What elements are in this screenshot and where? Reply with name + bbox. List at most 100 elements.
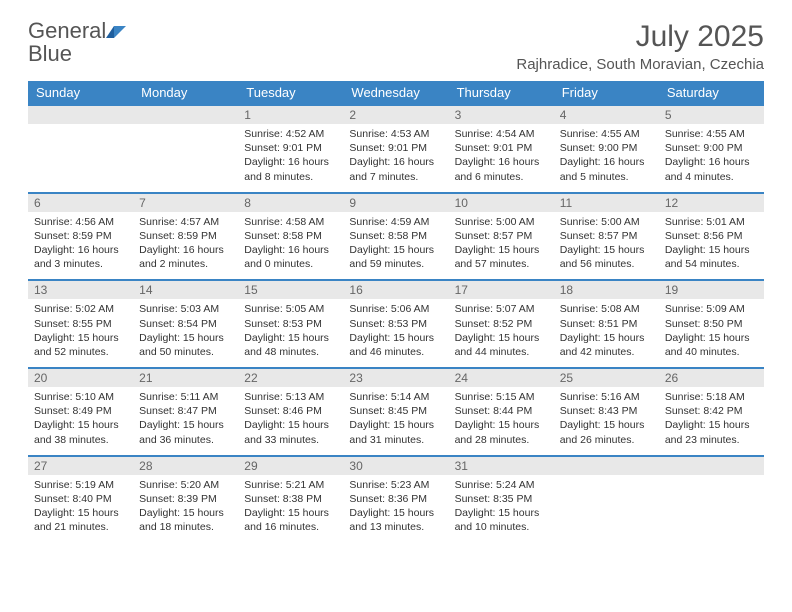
calendar-day-cell: 16Sunrise: 5:06 AMSunset: 8:53 PMDayligh… — [343, 280, 448, 368]
day-details: Sunrise: 5:05 AMSunset: 8:53 PMDaylight:… — [238, 299, 343, 367]
daylight-text-line2: and 7 minutes. — [349, 170, 442, 184]
day-details: Sunrise: 5:01 AMSunset: 8:56 PMDaylight:… — [659, 212, 764, 280]
day-number: 18 — [554, 281, 659, 299]
day-number: 14 — [133, 281, 238, 299]
calendar-day-cell: 18Sunrise: 5:08 AMSunset: 8:51 PMDayligh… — [554, 280, 659, 368]
day-details: Sunrise: 5:16 AMSunset: 8:43 PMDaylight:… — [554, 387, 659, 455]
sunset-text: Sunset: 8:44 PM — [455, 404, 548, 418]
sunrise-text: Sunrise: 5:15 AM — [455, 390, 548, 404]
day-details: Sunrise: 5:23 AMSunset: 8:36 PMDaylight:… — [343, 475, 448, 543]
day-details: Sunrise: 5:06 AMSunset: 8:53 PMDaylight:… — [343, 299, 448, 367]
daylight-text-line1: Daylight: 15 hours — [244, 331, 337, 345]
day-details: Sunrise: 4:58 AMSunset: 8:58 PMDaylight:… — [238, 212, 343, 280]
sunrise-text: Sunrise: 5:14 AM — [349, 390, 442, 404]
day-details — [554, 475, 659, 527]
day-number: 1 — [238, 106, 343, 124]
daylight-text-line2: and 10 minutes. — [455, 520, 548, 534]
sunset-text: Sunset: 8:36 PM — [349, 492, 442, 506]
calendar-day-cell: 13Sunrise: 5:02 AMSunset: 8:55 PMDayligh… — [28, 280, 133, 368]
daylight-text-line1: Daylight: 15 hours — [139, 418, 232, 432]
calendar-day-cell: 21Sunrise: 5:11 AMSunset: 8:47 PMDayligh… — [133, 368, 238, 456]
daylight-text-line2: and 6 minutes. — [455, 170, 548, 184]
day-details: Sunrise: 4:54 AMSunset: 9:01 PMDaylight:… — [449, 124, 554, 192]
day-number: 19 — [659, 281, 764, 299]
day-number: 5 — [659, 106, 764, 124]
daylight-text-line2: and 50 minutes. — [139, 345, 232, 359]
day-details: Sunrise: 4:52 AMSunset: 9:01 PMDaylight:… — [238, 124, 343, 192]
daylight-text-line1: Daylight: 15 hours — [349, 331, 442, 345]
weekday-heading: Thursday — [449, 81, 554, 105]
day-details: Sunrise: 5:18 AMSunset: 8:42 PMDaylight:… — [659, 387, 764, 455]
day-details: Sunrise: 5:10 AMSunset: 8:49 PMDaylight:… — [28, 387, 133, 455]
daylight-text-line2: and 33 minutes. — [244, 433, 337, 447]
weekday-header-row: Sunday Monday Tuesday Wednesday Thursday… — [28, 81, 764, 105]
day-details: Sunrise: 5:21 AMSunset: 8:38 PMDaylight:… — [238, 475, 343, 543]
weekday-heading: Friday — [554, 81, 659, 105]
calendar-day-cell: 24Sunrise: 5:15 AMSunset: 8:44 PMDayligh… — [449, 368, 554, 456]
calendar-day-cell: 6Sunrise: 4:56 AMSunset: 8:59 PMDaylight… — [28, 193, 133, 281]
daylight-text-line2: and 26 minutes. — [560, 433, 653, 447]
sunrise-text: Sunrise: 4:53 AM — [349, 127, 442, 141]
calendar-table: Sunday Monday Tuesday Wednesday Thursday… — [28, 81, 764, 542]
calendar-day-cell: 30Sunrise: 5:23 AMSunset: 8:36 PMDayligh… — [343, 456, 448, 543]
daylight-text-line1: Daylight: 15 hours — [455, 243, 548, 257]
day-number: 7 — [133, 194, 238, 212]
day-details: Sunrise: 5:13 AMSunset: 8:46 PMDaylight:… — [238, 387, 343, 455]
day-number — [28, 106, 133, 124]
day-number: 8 — [238, 194, 343, 212]
calendar-page: General Blue July 2025 Rajhradice, South… — [0, 0, 792, 562]
sunset-text: Sunset: 8:54 PM — [139, 317, 232, 331]
daylight-text-line2: and 52 minutes. — [34, 345, 127, 359]
sunset-text: Sunset: 8:50 PM — [665, 317, 758, 331]
weekday-heading: Sunday — [28, 81, 133, 105]
daylight-text-line2: and 48 minutes. — [244, 345, 337, 359]
day-number: 6 — [28, 194, 133, 212]
daylight-text-line1: Daylight: 16 hours — [244, 155, 337, 169]
brand-name-part2: Blue — [28, 41, 72, 66]
flag-icon — [106, 24, 126, 38]
daylight-text-line1: Daylight: 16 hours — [244, 243, 337, 257]
day-number: 17 — [449, 281, 554, 299]
calendar-day-cell: 1Sunrise: 4:52 AMSunset: 9:01 PMDaylight… — [238, 105, 343, 193]
day-number: 13 — [28, 281, 133, 299]
daylight-text-line2: and 16 minutes. — [244, 520, 337, 534]
daylight-text-line2: and 8 minutes. — [244, 170, 337, 184]
daylight-text-line1: Daylight: 15 hours — [560, 243, 653, 257]
daylight-text-line2: and 21 minutes. — [34, 520, 127, 534]
brand-name-part1: General — [28, 18, 106, 43]
sunrise-text: Sunrise: 4:52 AM — [244, 127, 337, 141]
sunset-text: Sunset: 8:52 PM — [455, 317, 548, 331]
sunset-text: Sunset: 8:58 PM — [349, 229, 442, 243]
calendar-day-cell: 4Sunrise: 4:55 AMSunset: 9:00 PMDaylight… — [554, 105, 659, 193]
day-number: 10 — [449, 194, 554, 212]
day-details: Sunrise: 4:55 AMSunset: 9:00 PMDaylight:… — [554, 124, 659, 192]
daylight-text-line2: and 31 minutes. — [349, 433, 442, 447]
calendar-day-cell: 3Sunrise: 4:54 AMSunset: 9:01 PMDaylight… — [449, 105, 554, 193]
day-number: 25 — [554, 369, 659, 387]
calendar-day-cell: 8Sunrise: 4:58 AMSunset: 8:58 PMDaylight… — [238, 193, 343, 281]
calendar-day-cell: 7Sunrise: 4:57 AMSunset: 8:59 PMDaylight… — [133, 193, 238, 281]
day-details — [659, 475, 764, 527]
daylight-text-line1: Daylight: 15 hours — [349, 418, 442, 432]
logo-text: General Blue — [28, 20, 126, 66]
daylight-text-line2: and 2 minutes. — [139, 257, 232, 271]
day-details: Sunrise: 5:00 AMSunset: 8:57 PMDaylight:… — [449, 212, 554, 280]
daylight-text-line1: Daylight: 15 hours — [665, 331, 758, 345]
sunset-text: Sunset: 9:00 PM — [665, 141, 758, 155]
calendar-day-cell: 20Sunrise: 5:10 AMSunset: 8:49 PMDayligh… — [28, 368, 133, 456]
calendar-week-row: 13Sunrise: 5:02 AMSunset: 8:55 PMDayligh… — [28, 280, 764, 368]
daylight-text-line2: and 13 minutes. — [349, 520, 442, 534]
calendar-day-cell: 15Sunrise: 5:05 AMSunset: 8:53 PMDayligh… — [238, 280, 343, 368]
day-details: Sunrise: 5:24 AMSunset: 8:35 PMDaylight:… — [449, 475, 554, 543]
daylight-text-line2: and 4 minutes. — [665, 170, 758, 184]
sunrise-text: Sunrise: 5:06 AM — [349, 302, 442, 316]
daylight-text-line1: Daylight: 16 hours — [455, 155, 548, 169]
daylight-text-line1: Daylight: 16 hours — [34, 243, 127, 257]
daylight-text-line1: Daylight: 15 hours — [139, 331, 232, 345]
sunset-text: Sunset: 8:53 PM — [244, 317, 337, 331]
sunset-text: Sunset: 9:01 PM — [244, 141, 337, 155]
sunrise-text: Sunrise: 4:55 AM — [560, 127, 653, 141]
day-details: Sunrise: 4:53 AMSunset: 9:01 PMDaylight:… — [343, 124, 448, 192]
daylight-text-line2: and 59 minutes. — [349, 257, 442, 271]
day-details: Sunrise: 5:02 AMSunset: 8:55 PMDaylight:… — [28, 299, 133, 367]
